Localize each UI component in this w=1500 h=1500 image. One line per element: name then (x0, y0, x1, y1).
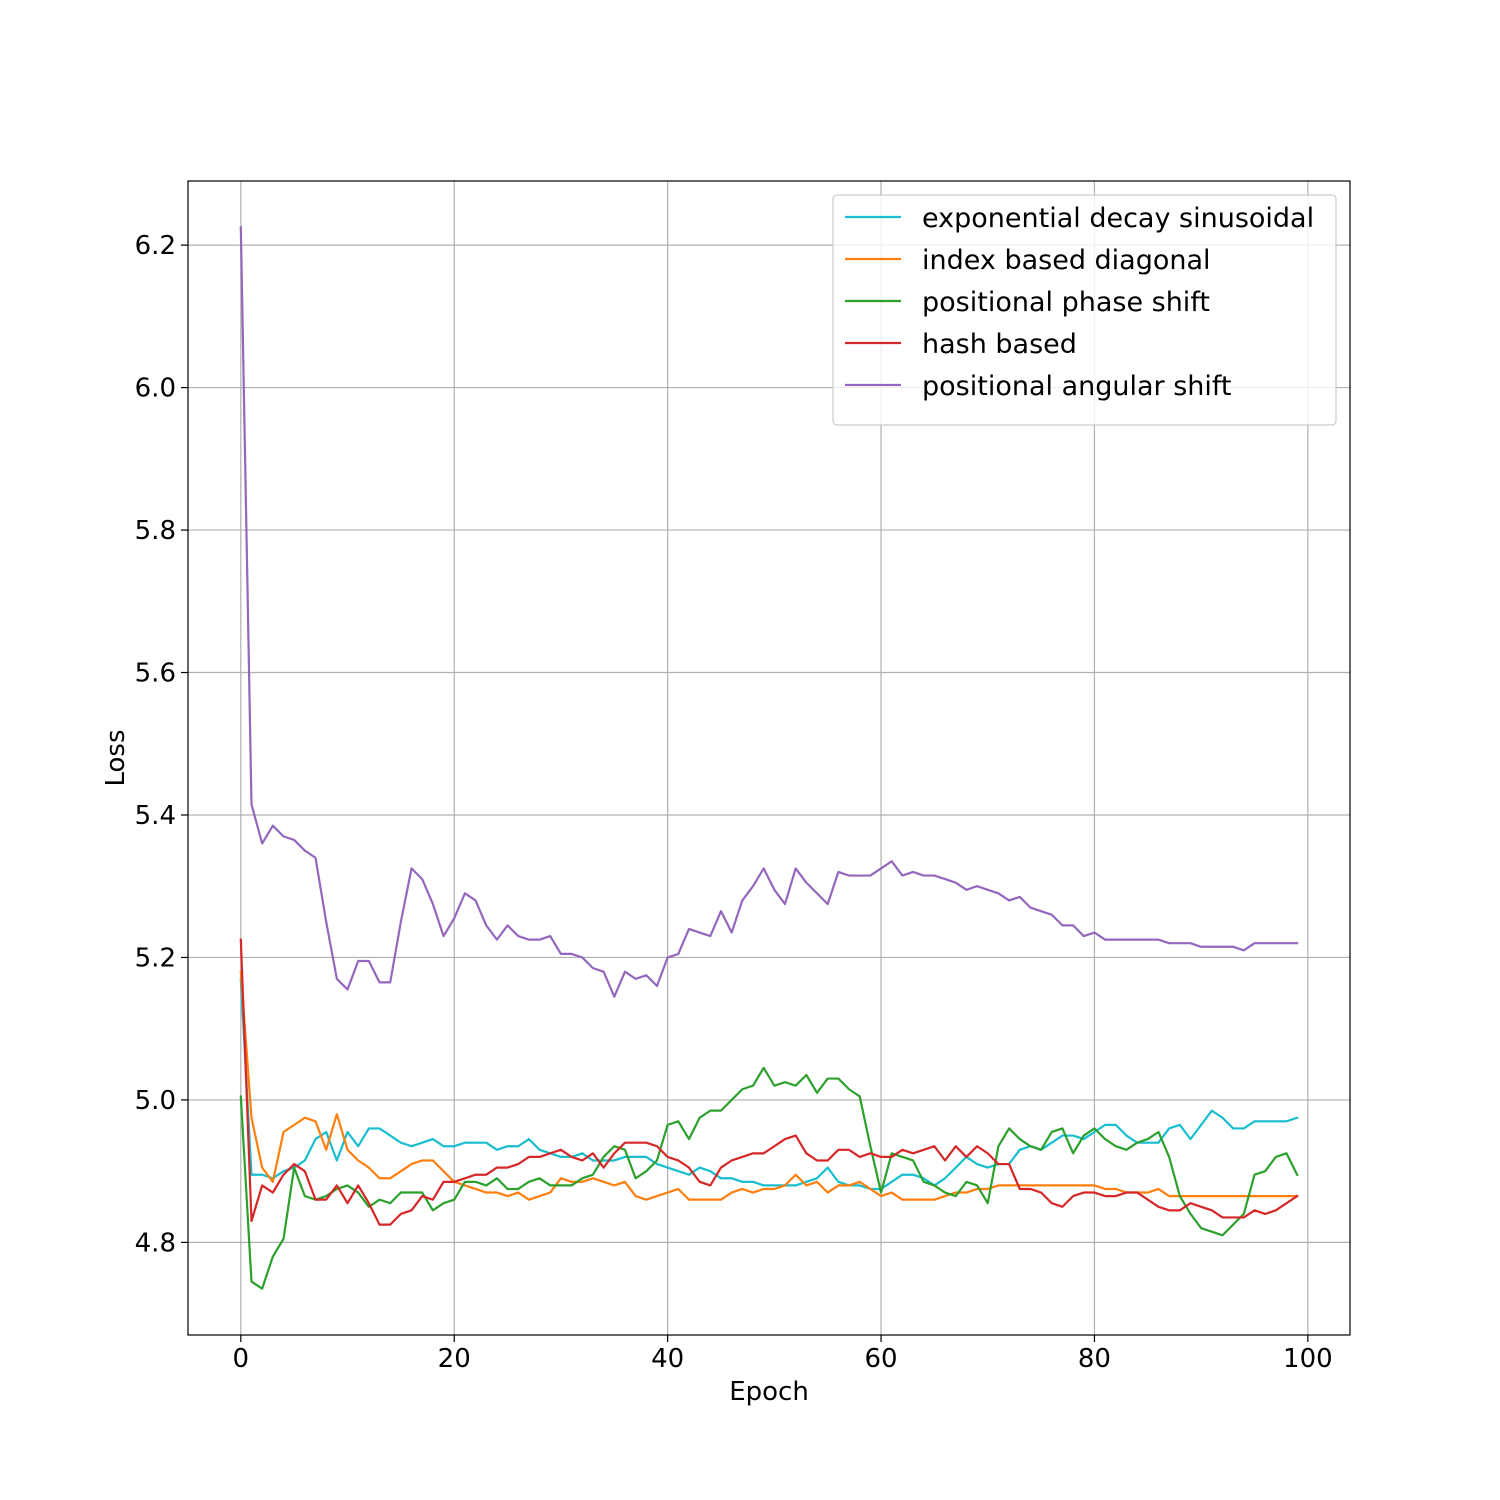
x-tick-label: 40 (651, 1344, 684, 1374)
series-lines (239, 226, 1299, 1290)
x-tick-label: 60 (864, 1344, 897, 1374)
series-line-positional-phase-shift (239, 1066, 1299, 1290)
y-tick-label: 5.6 (135, 659, 176, 689)
y-tick-label: 5.2 (135, 943, 176, 973)
series-line-hash-based (239, 938, 1299, 1226)
y-tick-label: 4.8 (135, 1228, 176, 1258)
x-axis-label: Epoch (729, 1377, 809, 1407)
legend-label: hash based (922, 329, 1077, 360)
x-tick-label: 100 (1283, 1344, 1333, 1374)
x-tick-label: 20 (438, 1344, 471, 1374)
series-line-index-based-diagonal (239, 970, 1299, 1201)
y-tick-label: 5.0 (135, 1086, 176, 1116)
y-tick-label: 5.8 (135, 516, 176, 546)
legend-label: index based diagonal (922, 245, 1211, 276)
legend-label: positional angular shift (922, 371, 1232, 402)
plot-area-frame (187, 180, 1351, 1336)
x-tick-label: 0 (233, 1344, 250, 1374)
legend-label: positional phase shift (922, 287, 1210, 318)
legend-label: exponential decay sinusoidal (922, 203, 1314, 234)
axis-ticks: 0 20 40 60 80 100 4.8 5.0 5.2 5.4 5.6 5.8 6.0 6.2 (135, 231, 1333, 1374)
series-line-positional-angular-shift (239, 226, 1299, 998)
series-line-exponential-decay-sinusoidal (239, 977, 1299, 1191)
y-axis-label: Loss (101, 729, 131, 786)
x-tick-label: 80 (1078, 1344, 1111, 1374)
grid (188, 181, 1350, 1335)
y-tick-label: 6.2 (135, 231, 176, 261)
y-tick-label: 6.0 (135, 374, 176, 404)
legend-box (832, 194, 1337, 426)
y-tick-label: 5.4 (135, 801, 176, 831)
legend: exponential decay sinusoidal index based … (832, 194, 1337, 426)
